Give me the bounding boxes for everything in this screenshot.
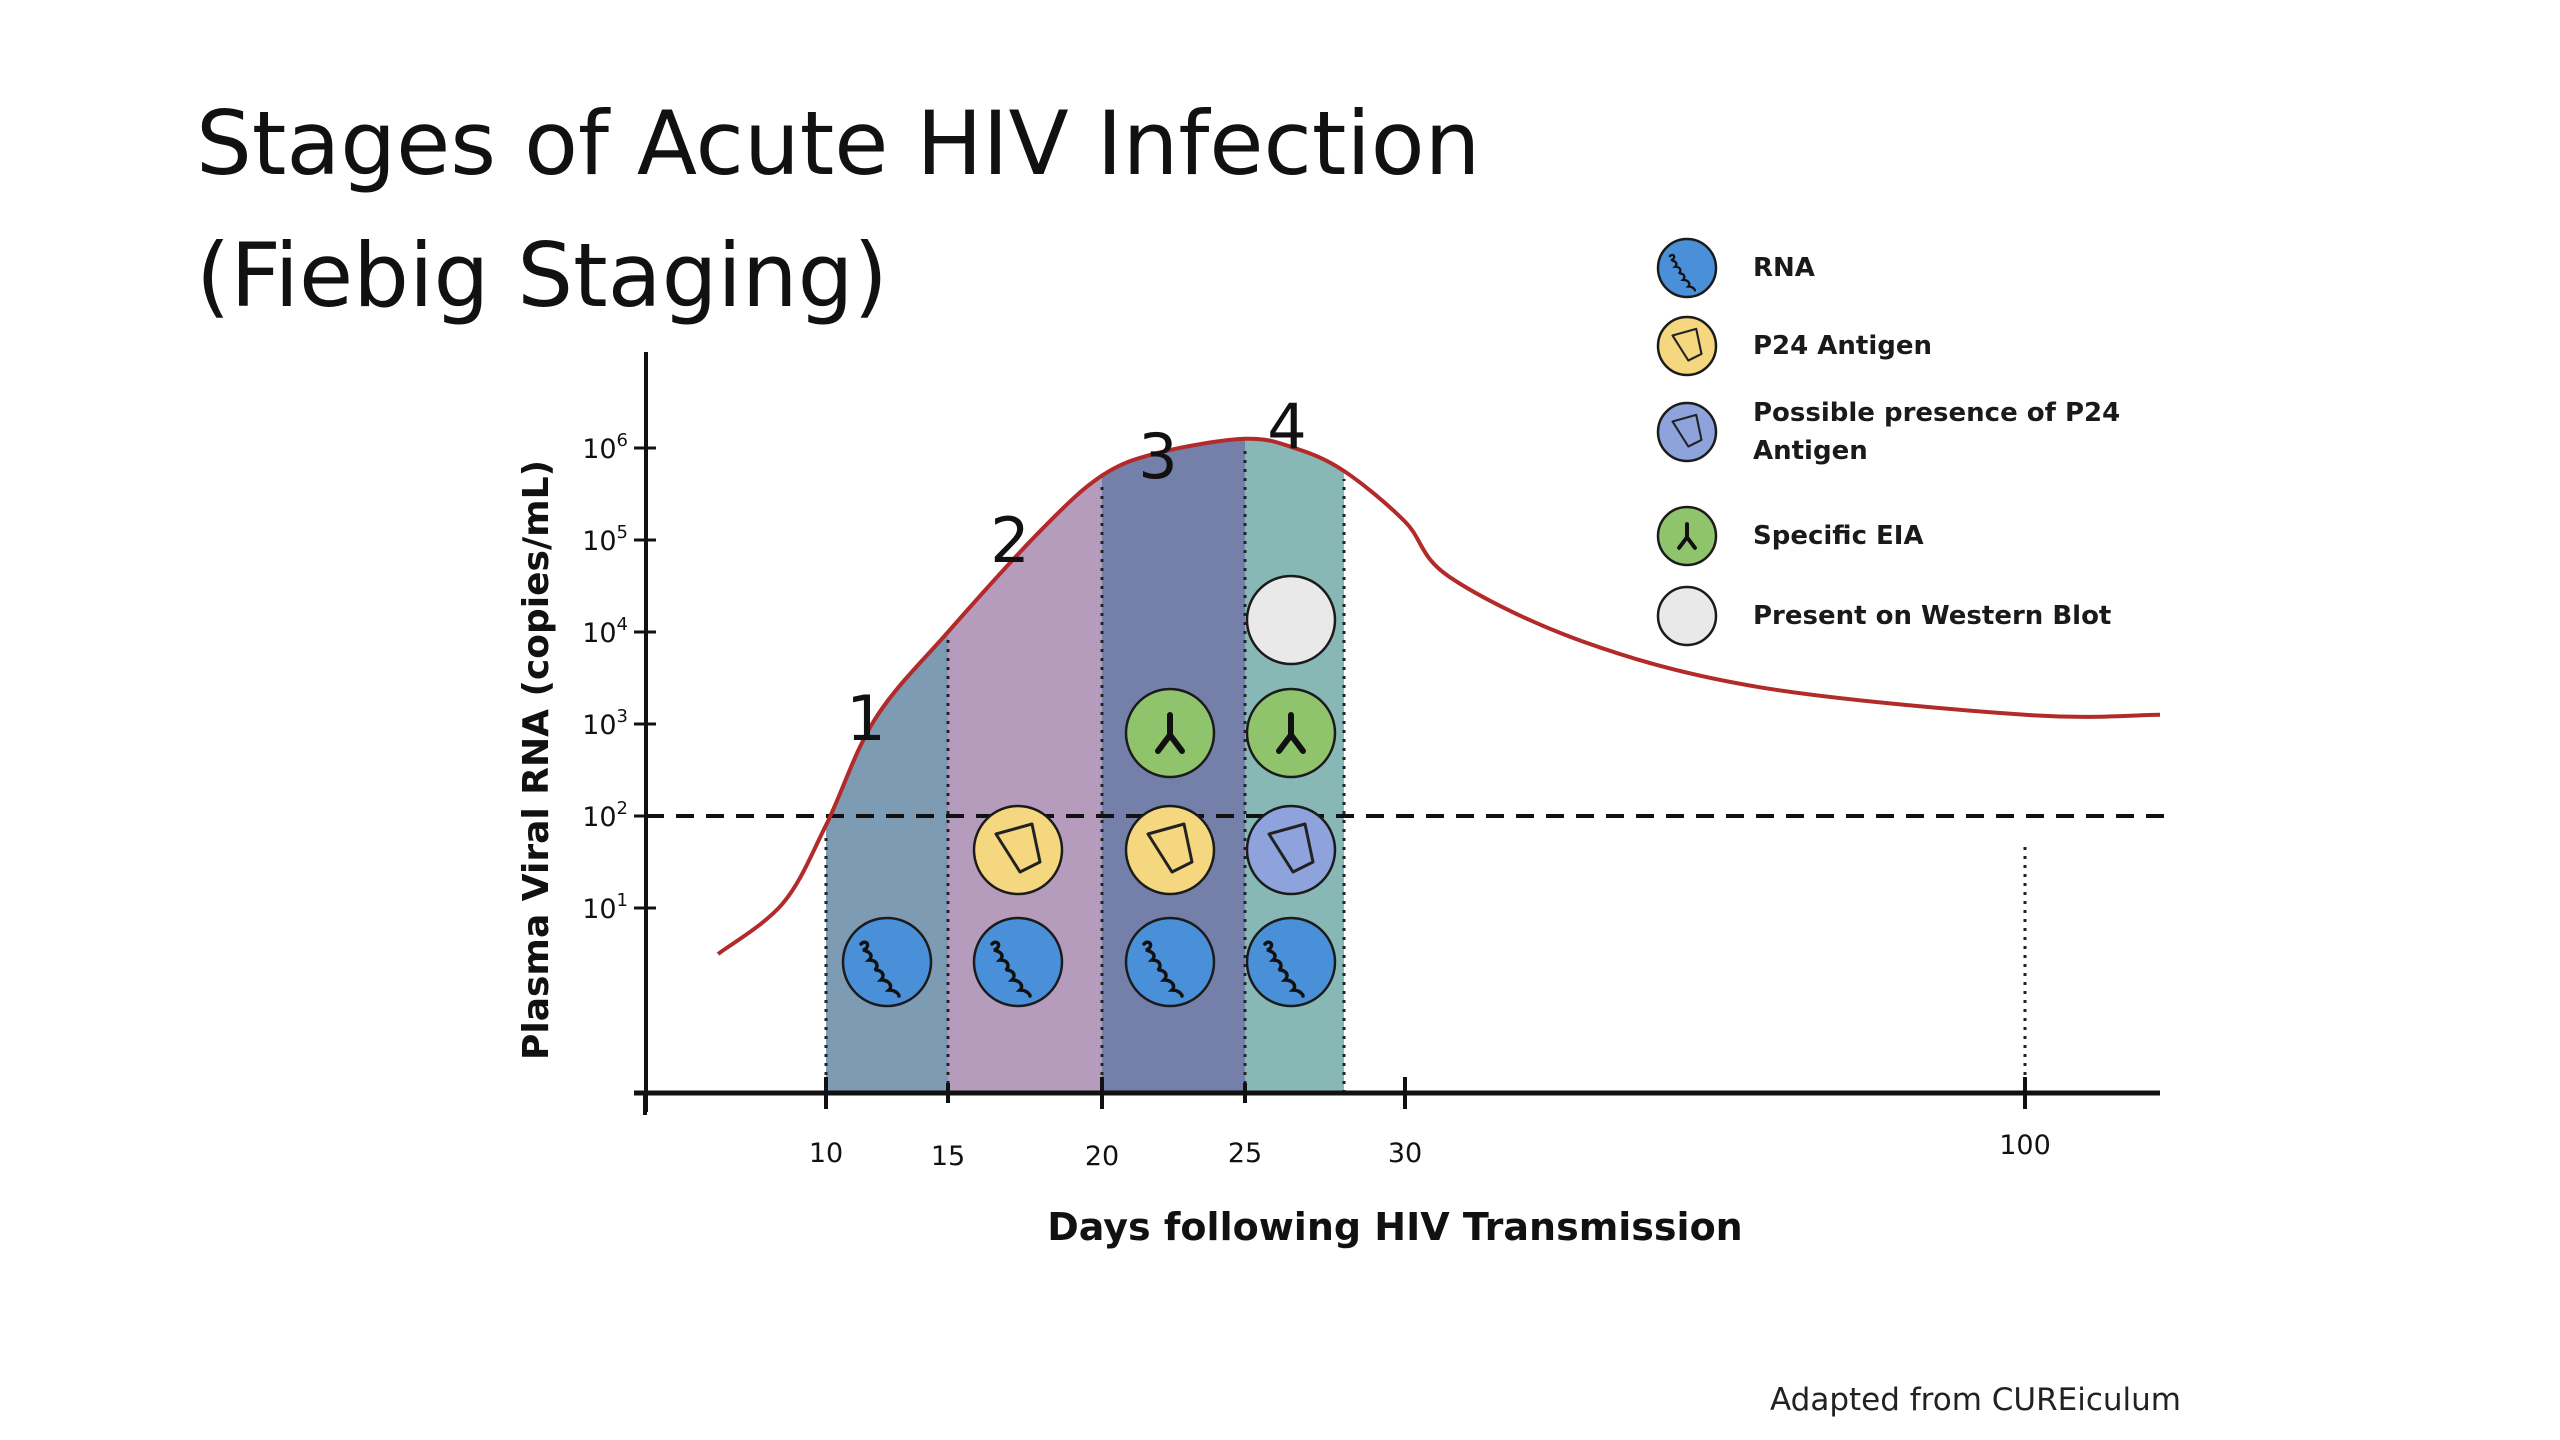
rna-strand-icon [990,940,1032,998]
eia-icon [1656,505,1718,567]
western-blot-icon-disc [1245,574,1337,666]
source-credit: Adapted from CUREiculum [1770,1382,2181,1418]
slide-title-line1: Stages of Acute HIV Infection [196,92,1481,195]
rna-icon-disc [1245,916,1337,1008]
y-tick-label: 101 [582,890,628,925]
western-blot-icon [1656,585,1718,647]
y-tick-label: 103 [582,706,628,741]
stage-markers [841,574,1337,1008]
legend-item-p24-possible: Possible presence of P24 Antigen [1655,394,2173,470]
x-tick-label: 100 [1999,1130,2051,1161]
stage-4-rna-icon [1245,916,1337,1008]
slide-title-line2: (Fiebig Staging) [196,224,888,327]
stage-dividers [824,446,2027,1093]
legend-label: RNA [1753,253,1815,283]
p24-antigen-icon [994,822,1042,874]
western-blot-icon-disc [1656,585,1718,647]
legend-label: Present on Western Blot [1753,601,2112,631]
rna-strand-icon [1263,940,1305,998]
stage-1-label: 1 [846,682,885,755]
x-tick-label: 30 [1388,1138,1422,1169]
legend-label: P24 Antigen [1753,331,1933,361]
rna-icon [1656,237,1718,299]
stage-1-rna-icon [841,916,933,1008]
stage-labels: 1 2 3 4 [846,390,1306,755]
p24-icon [1656,315,1718,377]
rna-icon-disc [1124,916,1216,1008]
x-tick-label: 10 [809,1138,843,1169]
x-tick-label: 15 [931,1141,965,1172]
y-tick-label: 102 [582,798,628,833]
rna-strand-icon [859,940,901,998]
stage-4-label: 4 [1267,390,1306,463]
p24-antigen-icon [1671,413,1703,448]
stage-2-label: 2 [990,504,1029,577]
legend-item-western-blot: Present on Western Blot [1655,584,2111,648]
x-axis-label: Days following HIV Transmission [1047,1205,1742,1249]
p24-antigen-icon [1146,822,1194,874]
antibody-icon [1155,712,1185,754]
x-tick-label: 25 [1228,1138,1262,1169]
rna-strand-icon [1142,940,1184,998]
rna-icon-disc [972,916,1064,1008]
legend-label: Possible presence of P24 Antigen [1753,398,2121,466]
p24-possible-icon-disc [1245,804,1337,896]
stage-3-eia-icon [1124,687,1216,779]
stage-4-p24-possible-icon [1245,804,1337,896]
stage-3-label: 3 [1138,420,1177,493]
legend-label: Specific EIA [1753,521,1924,551]
y-axis-label: Plasma Viral RNA (copies/mL) [516,460,557,1060]
rna-icon-disc [1656,237,1718,299]
rna-icon-disc [841,916,933,1008]
y-tick-label: 105 [582,522,628,557]
stage-3-rna-icon [1124,916,1216,1008]
antibody-icon [1276,712,1306,754]
legend: RNA P24 Antigen Possible presence of P24 A… [1655,236,2215,666]
p24-possible-icon [1656,401,1718,463]
p24-possible-icon-disc [1656,401,1718,463]
axes: 101 102 103 104 105 106 10 15 20 25 30 100 [582,352,2160,1172]
legend-item-p24: P24 Antigen [1655,314,1932,378]
legend-item-rna: RNA [1655,236,1815,300]
y-tick-label: 106 [582,430,628,465]
p24-antigen-icon [1671,327,1703,362]
y-tick-label: 104 [582,614,628,649]
p24-icon-disc [1656,315,1718,377]
p24-antigen-icon [1267,822,1315,874]
p24-icon-disc [972,804,1064,896]
stage-3-p24-icon [1124,804,1216,896]
stage-2-p24-icon [972,804,1064,896]
rna-strand-icon [1668,253,1697,292]
antibody-icon [1677,522,1697,550]
viral-load-curve [716,436,2161,956]
x-tick-label: 20 [1085,1141,1119,1172]
stage-4-western-blot-icon [1245,574,1337,666]
legend-item-eia: Specific EIA [1655,504,1924,568]
stage-2-rna-icon [972,916,1064,1008]
viral-load-line [716,436,2161,956]
p24-icon-disc [1124,804,1216,896]
stage-4-eia-icon [1245,687,1337,779]
slide-title: Stages of Acute HIV Infection (Fiebig St… [196,78,1480,342]
